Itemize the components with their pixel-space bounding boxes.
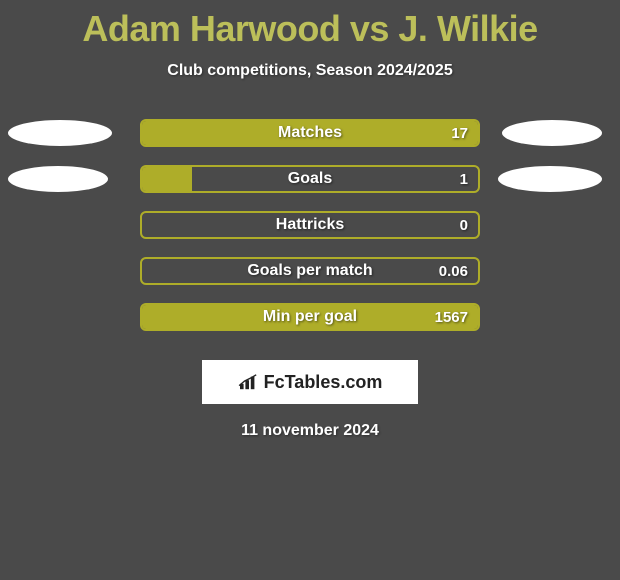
fctables-logo[interactable]: FcTables.com: [202, 360, 418, 404]
stat-value: 17: [451, 125, 468, 142]
stat-row: Goals 1: [0, 156, 620, 202]
stat-label: Hattricks: [276, 216, 344, 234]
stat-bar: Min per goal 1567: [140, 303, 480, 331]
comparison-subtitle: Club competitions, Season 2024/2025: [0, 62, 620, 80]
comparison-title: Adam Harwood vs J. Wilkie: [0, 0, 620, 50]
stat-label: Matches: [278, 124, 342, 142]
footer-date: 11 november 2024: [0, 422, 620, 440]
stat-bar: Matches 17: [140, 119, 480, 147]
stat-label: Goals: [288, 170, 332, 188]
logo-text: FcTables.com: [264, 372, 383, 393]
stat-value: 0.06: [439, 263, 468, 280]
stat-row: Goals per match 0.06: [0, 248, 620, 294]
stat-row: Hattricks 0: [0, 202, 620, 248]
bar-chart-icon: [238, 373, 260, 391]
player-left-marker: [8, 166, 108, 192]
stat-label: Min per goal: [263, 308, 357, 326]
stat-bar: Hattricks 0: [140, 211, 480, 239]
stat-bar-fill: [142, 167, 192, 191]
stat-label: Goals per match: [247, 262, 372, 280]
stat-row: Matches 17: [0, 110, 620, 156]
stat-bar: Goals 1: [140, 165, 480, 193]
stat-value: 0: [460, 217, 468, 234]
player-left-marker: [8, 120, 112, 146]
stat-value: 1: [460, 171, 468, 188]
player-right-marker: [498, 166, 602, 192]
stats-chart: Matches 17 Goals 1 Hattricks 0 Goals per match…: [0, 110, 620, 340]
stat-bar: Goals per match 0.06: [140, 257, 480, 285]
stat-value: 1567: [435, 309, 468, 326]
player-right-marker: [502, 120, 602, 146]
stat-row: Min per goal 1567: [0, 294, 620, 340]
